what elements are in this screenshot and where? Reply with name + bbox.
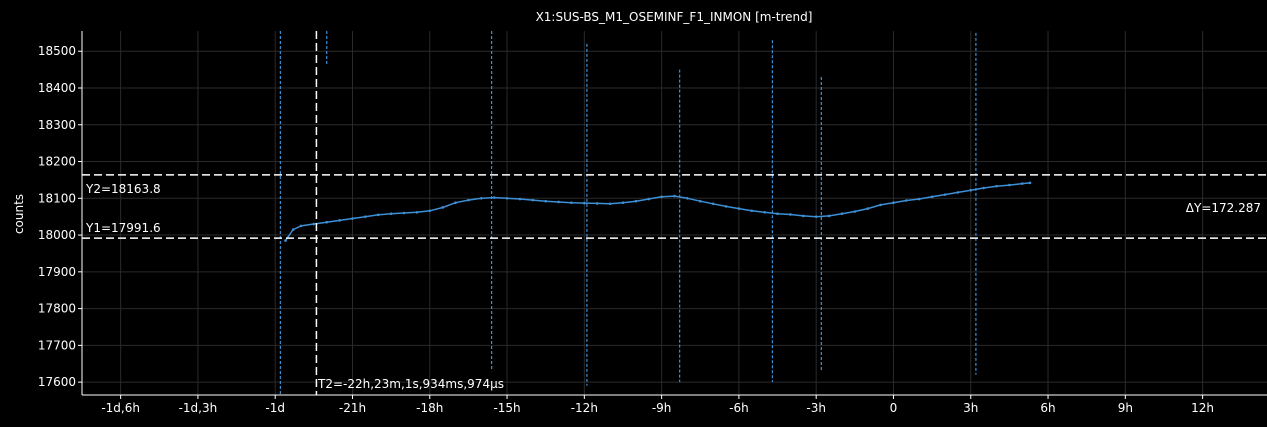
data-point [595,202,599,205]
data-point [402,211,406,215]
data-point [840,212,844,216]
data-point [544,199,547,203]
data-point [557,200,560,204]
data-point [930,195,934,199]
data-point [776,212,779,216]
y-tick-label: 18100 [38,191,76,205]
data-point [982,186,985,190]
cursors [82,31,1267,395]
data-point [1028,181,1032,185]
chart-title: X1:SUS-BS_M1_OSEMINF_F1_INMON [m-trend] [536,10,813,24]
data-point [284,239,287,242]
data-point [428,209,432,213]
data-point [621,201,625,205]
data-point [711,202,715,206]
x-tick-label: -1d,6h [101,401,140,415]
y-tick-label: 18200 [38,155,76,169]
data-point [634,199,638,203]
data-point [531,198,535,202]
data-point [389,212,393,216]
y-tick-label: 18300 [38,118,76,132]
data-point [1020,182,1024,185]
spike-lines [279,31,977,395]
data-point [673,194,676,198]
data-point [866,207,870,210]
data-point [698,199,702,203]
data-point [905,199,908,202]
x-tick-label: -15h [493,401,520,415]
data-point [853,210,857,213]
data-point [917,197,921,201]
data-point [467,198,470,202]
data-point [338,219,341,222]
y-tick-label: 17800 [38,302,76,316]
series-group [284,181,1032,242]
data-point [686,196,689,200]
axes: -1d,6h -1d,3h -1d -21h -18h -15h -12h -9h -6h -3h… [38,31,1267,415]
data-point [814,215,818,218]
data-point [956,191,960,194]
data-point [291,228,295,231]
data-point [518,197,522,201]
x-tick-label: 3h [963,401,978,415]
x-tick-label: -18h [416,401,443,415]
data-point [724,205,728,208]
data-point [737,207,741,210]
data-point [892,201,895,205]
data-point [376,213,380,217]
x-tick-label: 9h [1118,401,1133,415]
y-tick-label: 17900 [38,265,76,279]
x-tick-label: -1d,3h [179,401,218,415]
data-point [312,222,316,226]
data-point [454,201,457,205]
data-point [570,201,573,205]
data-point [505,196,509,200]
x-tick-label: 6h [1040,401,1055,415]
grid [82,31,1267,395]
cursor-y2-label: Y2=18163.8 [85,182,161,196]
data-point [969,188,973,192]
x-tick-label: -6h [729,401,749,415]
y-tick-label: 18400 [38,81,76,95]
data-point [789,213,792,216]
data-point [415,210,419,214]
y-tick-label: 17700 [38,338,76,352]
x-tick-label: -9h [652,401,672,415]
data-point [492,196,496,199]
data-point [608,202,612,206]
data-point [879,203,882,207]
data-point [943,193,947,196]
data-point [583,201,586,205]
data-point [763,210,766,214]
data-point [750,209,754,213]
delta-y-label: ΔY=172.287 [1186,201,1261,215]
y-axis-label: counts [12,194,26,234]
cursor-t2-label: T2=-22h,23m,1s,934ms,974µs [317,377,504,391]
data-point [995,184,998,188]
data-point [827,214,831,218]
x-tick-label: -12h [571,401,598,415]
data-point [802,214,805,218]
data-point [441,206,444,209]
series-line [284,182,1031,242]
y-tick-label: 18500 [38,44,76,58]
data-point [325,220,329,224]
data-point [351,217,354,220]
x-tick-label: -3h [806,401,826,415]
y-tick-label: 18000 [38,228,76,242]
x-tick-label: 12h [1191,401,1214,415]
data-point [299,224,303,228]
x-tick-label: -1d [265,401,285,415]
y-tick-label: 17600 [38,375,76,389]
data-point [647,197,651,201]
cursor-y1-label: Y1=17991.6 [85,221,161,235]
x-tick-label: -21h [339,401,366,415]
data-point [479,196,483,200]
data-point [364,215,367,218]
data-point [1008,183,1011,187]
x-tick-label: 0 [890,401,898,415]
data-point [660,195,663,199]
